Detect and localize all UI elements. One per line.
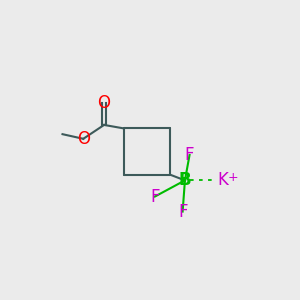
Text: O: O <box>77 130 90 148</box>
Text: O: O <box>98 94 111 112</box>
Text: B: B <box>178 171 191 189</box>
Text: K: K <box>218 171 229 189</box>
Text: F: F <box>150 188 160 206</box>
Text: F: F <box>178 202 188 220</box>
Text: F: F <box>185 146 194 164</box>
Text: +: + <box>227 171 238 184</box>
